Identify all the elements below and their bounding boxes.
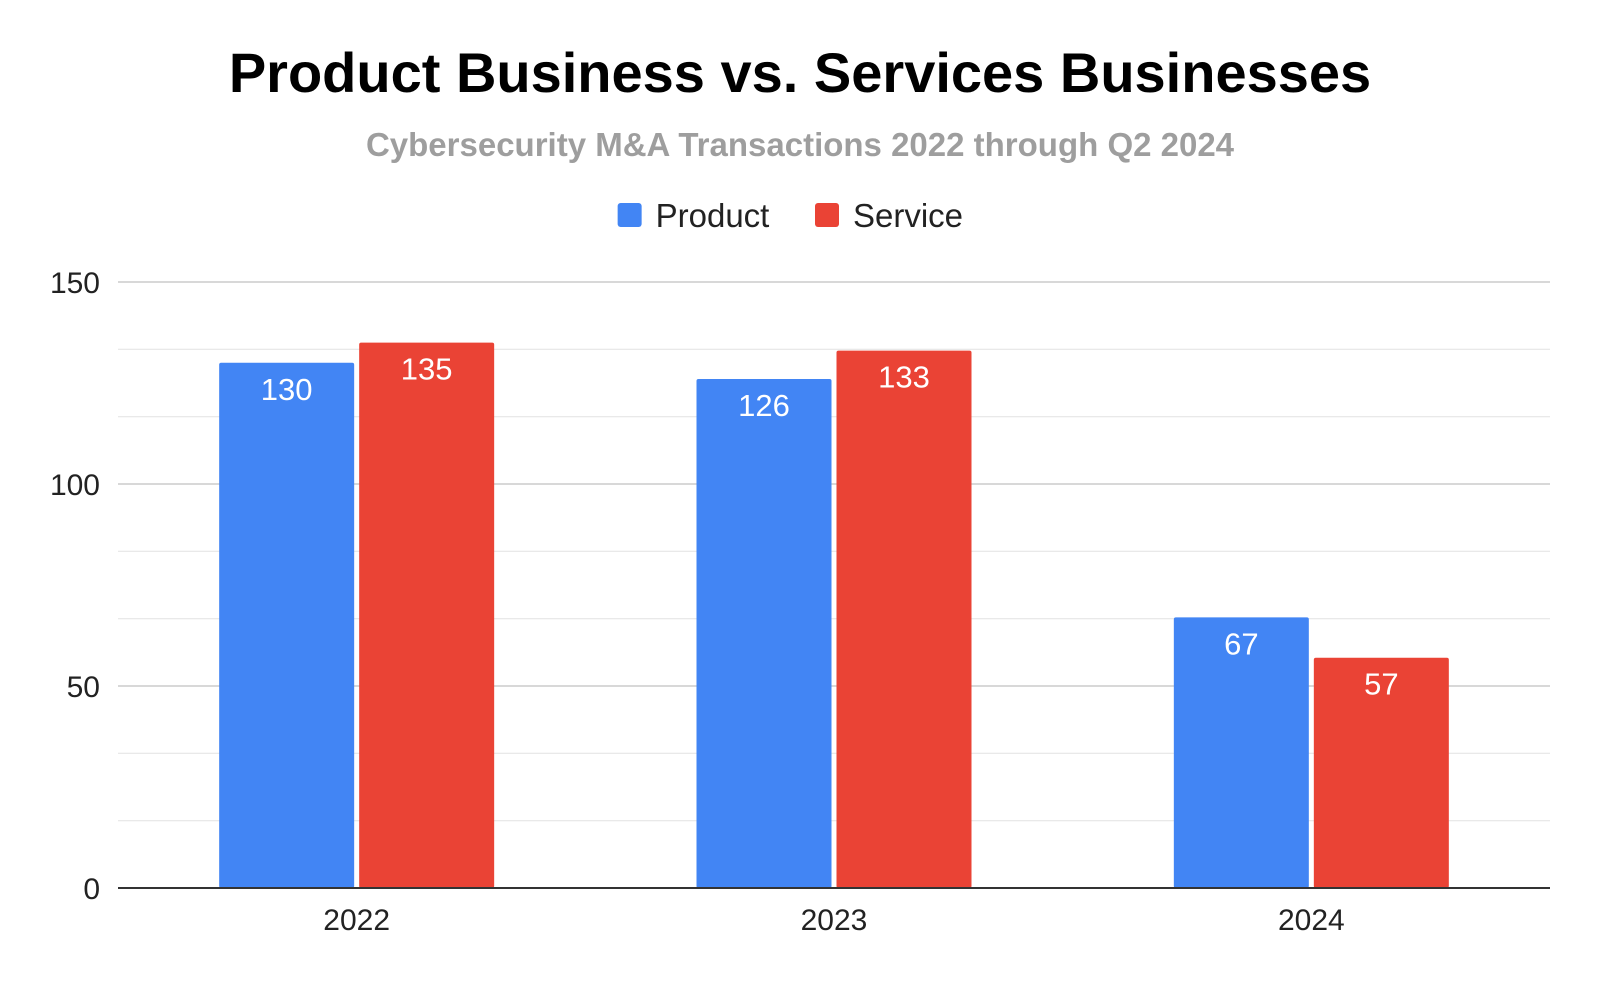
legend-label-service: Service — [853, 197, 963, 234]
data-label: 57 — [1364, 667, 1398, 702]
data-label: 133 — [878, 360, 930, 395]
data-label: 135 — [401, 352, 453, 387]
bar-product-2023 — [696, 378, 832, 888]
y-tick-label: 100 — [50, 469, 100, 502]
y-tick-label: 150 — [50, 267, 100, 300]
bar-service-2022 — [359, 342, 495, 889]
bar-product-2024 — [1173, 617, 1309, 888]
legend-label-product: Product — [656, 197, 770, 234]
x-tick-label: 2022 — [323, 904, 390, 937]
legend-swatch-product — [617, 203, 642, 227]
chart-title: Product Business vs. Services Businesses — [228, 41, 1372, 104]
x-tick-label: 2024 — [1278, 904, 1345, 937]
bar-product-2022 — [219, 362, 355, 888]
legend-swatch-service — [815, 203, 839, 227]
data-label: 130 — [261, 372, 313, 407]
data-label: 67 — [1224, 626, 1258, 661]
chart-subtitle: Cybersecurity M&A Transactions 2022 thro… — [365, 126, 1235, 163]
data-label: 126 — [738, 388, 790, 423]
y-tick-label: 50 — [67, 671, 100, 704]
bar-service-2023 — [836, 350, 972, 888]
x-tick-label: 2023 — [801, 904, 868, 937]
bar-service-2024 — [1313, 657, 1449, 888]
y-tick-label: 0 — [83, 873, 100, 906]
